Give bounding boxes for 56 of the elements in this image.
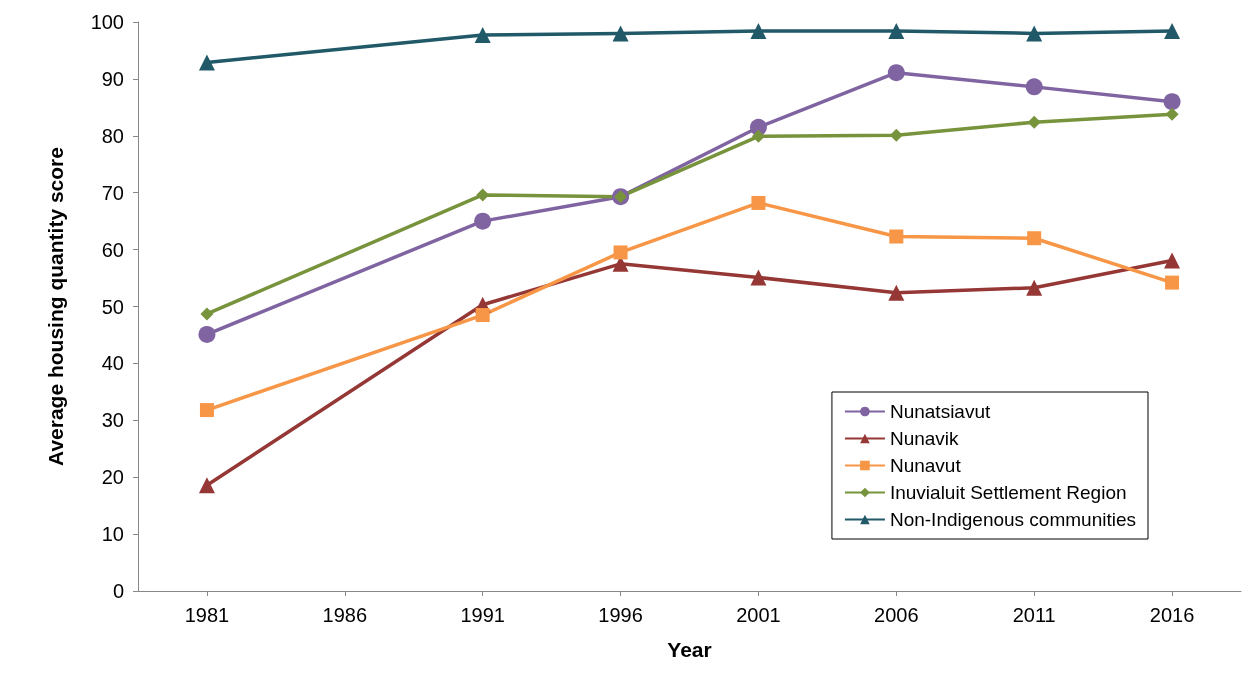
- point: [887, 64, 905, 82]
- point: [1164, 252, 1181, 269]
- x-tick-label: 2001: [736, 604, 781, 626]
- y-tick-label: 70: [101, 181, 124, 204]
- legend-label: Inuvialuit Settlement Region: [889, 482, 1127, 503]
- point: [1165, 107, 1179, 121]
- x-tick-label: 2016: [1149, 604, 1195, 626]
- point: [613, 245, 628, 260]
- point: [750, 269, 767, 286]
- point: [751, 195, 766, 210]
- x-tick-label: 1986: [322, 604, 368, 626]
- point: [888, 23, 905, 40]
- y-tick-label: 50: [101, 295, 124, 318]
- point: [1026, 25, 1043, 42]
- x-tick-label: 2011: [1012, 604, 1056, 626]
- y-axis-title: Average housing quantity score: [44, 147, 67, 466]
- point: [1164, 23, 1181, 40]
- point: [475, 308, 490, 323]
- point: [888, 284, 905, 301]
- point: [198, 325, 216, 343]
- y-tick-label: 90: [101, 67, 124, 90]
- y-tick-label: 80: [101, 124, 124, 147]
- y-tick-label: 20: [101, 466, 124, 489]
- y-tick-label: 40: [101, 352, 124, 375]
- x-axis-title: Year: [667, 638, 712, 661]
- x-tick-label: 1996: [598, 604, 643, 626]
- point: [1163, 93, 1181, 111]
- y-tick-label: 0: [112, 580, 124, 602]
- point: [1165, 275, 1180, 290]
- point: [612, 25, 629, 42]
- legend-label: Nunavut: [889, 455, 962, 476]
- x-tick-label: 1981: [184, 604, 230, 626]
- point: [750, 23, 767, 40]
- point: [1027, 231, 1042, 246]
- legend-label: Nunavik: [889, 428, 960, 449]
- point: [474, 212, 492, 230]
- y-tick-label: 100: [90, 11, 124, 33]
- point: [200, 307, 214, 321]
- point: [198, 477, 215, 494]
- x-tick-label: 1991: [460, 604, 505, 626]
- point: [199, 403, 214, 418]
- y-tick-label: 30: [101, 409, 124, 432]
- legend-label: Nunatsiavut: [889, 401, 991, 422]
- point: [889, 128, 903, 142]
- legend-label: Non-Indigenous communities: [889, 509, 1137, 530]
- point: [1027, 115, 1041, 129]
- x-tick-label: 2006: [874, 604, 919, 626]
- y-tick-label: 10: [101, 523, 124, 546]
- point: [751, 129, 765, 143]
- point: [889, 229, 904, 244]
- point: [198, 54, 215, 71]
- point: [476, 188, 490, 202]
- point: [474, 27, 491, 44]
- y-tick-label: 60: [101, 238, 124, 261]
- point: [1025, 78, 1043, 96]
- point: [1026, 279, 1043, 296]
